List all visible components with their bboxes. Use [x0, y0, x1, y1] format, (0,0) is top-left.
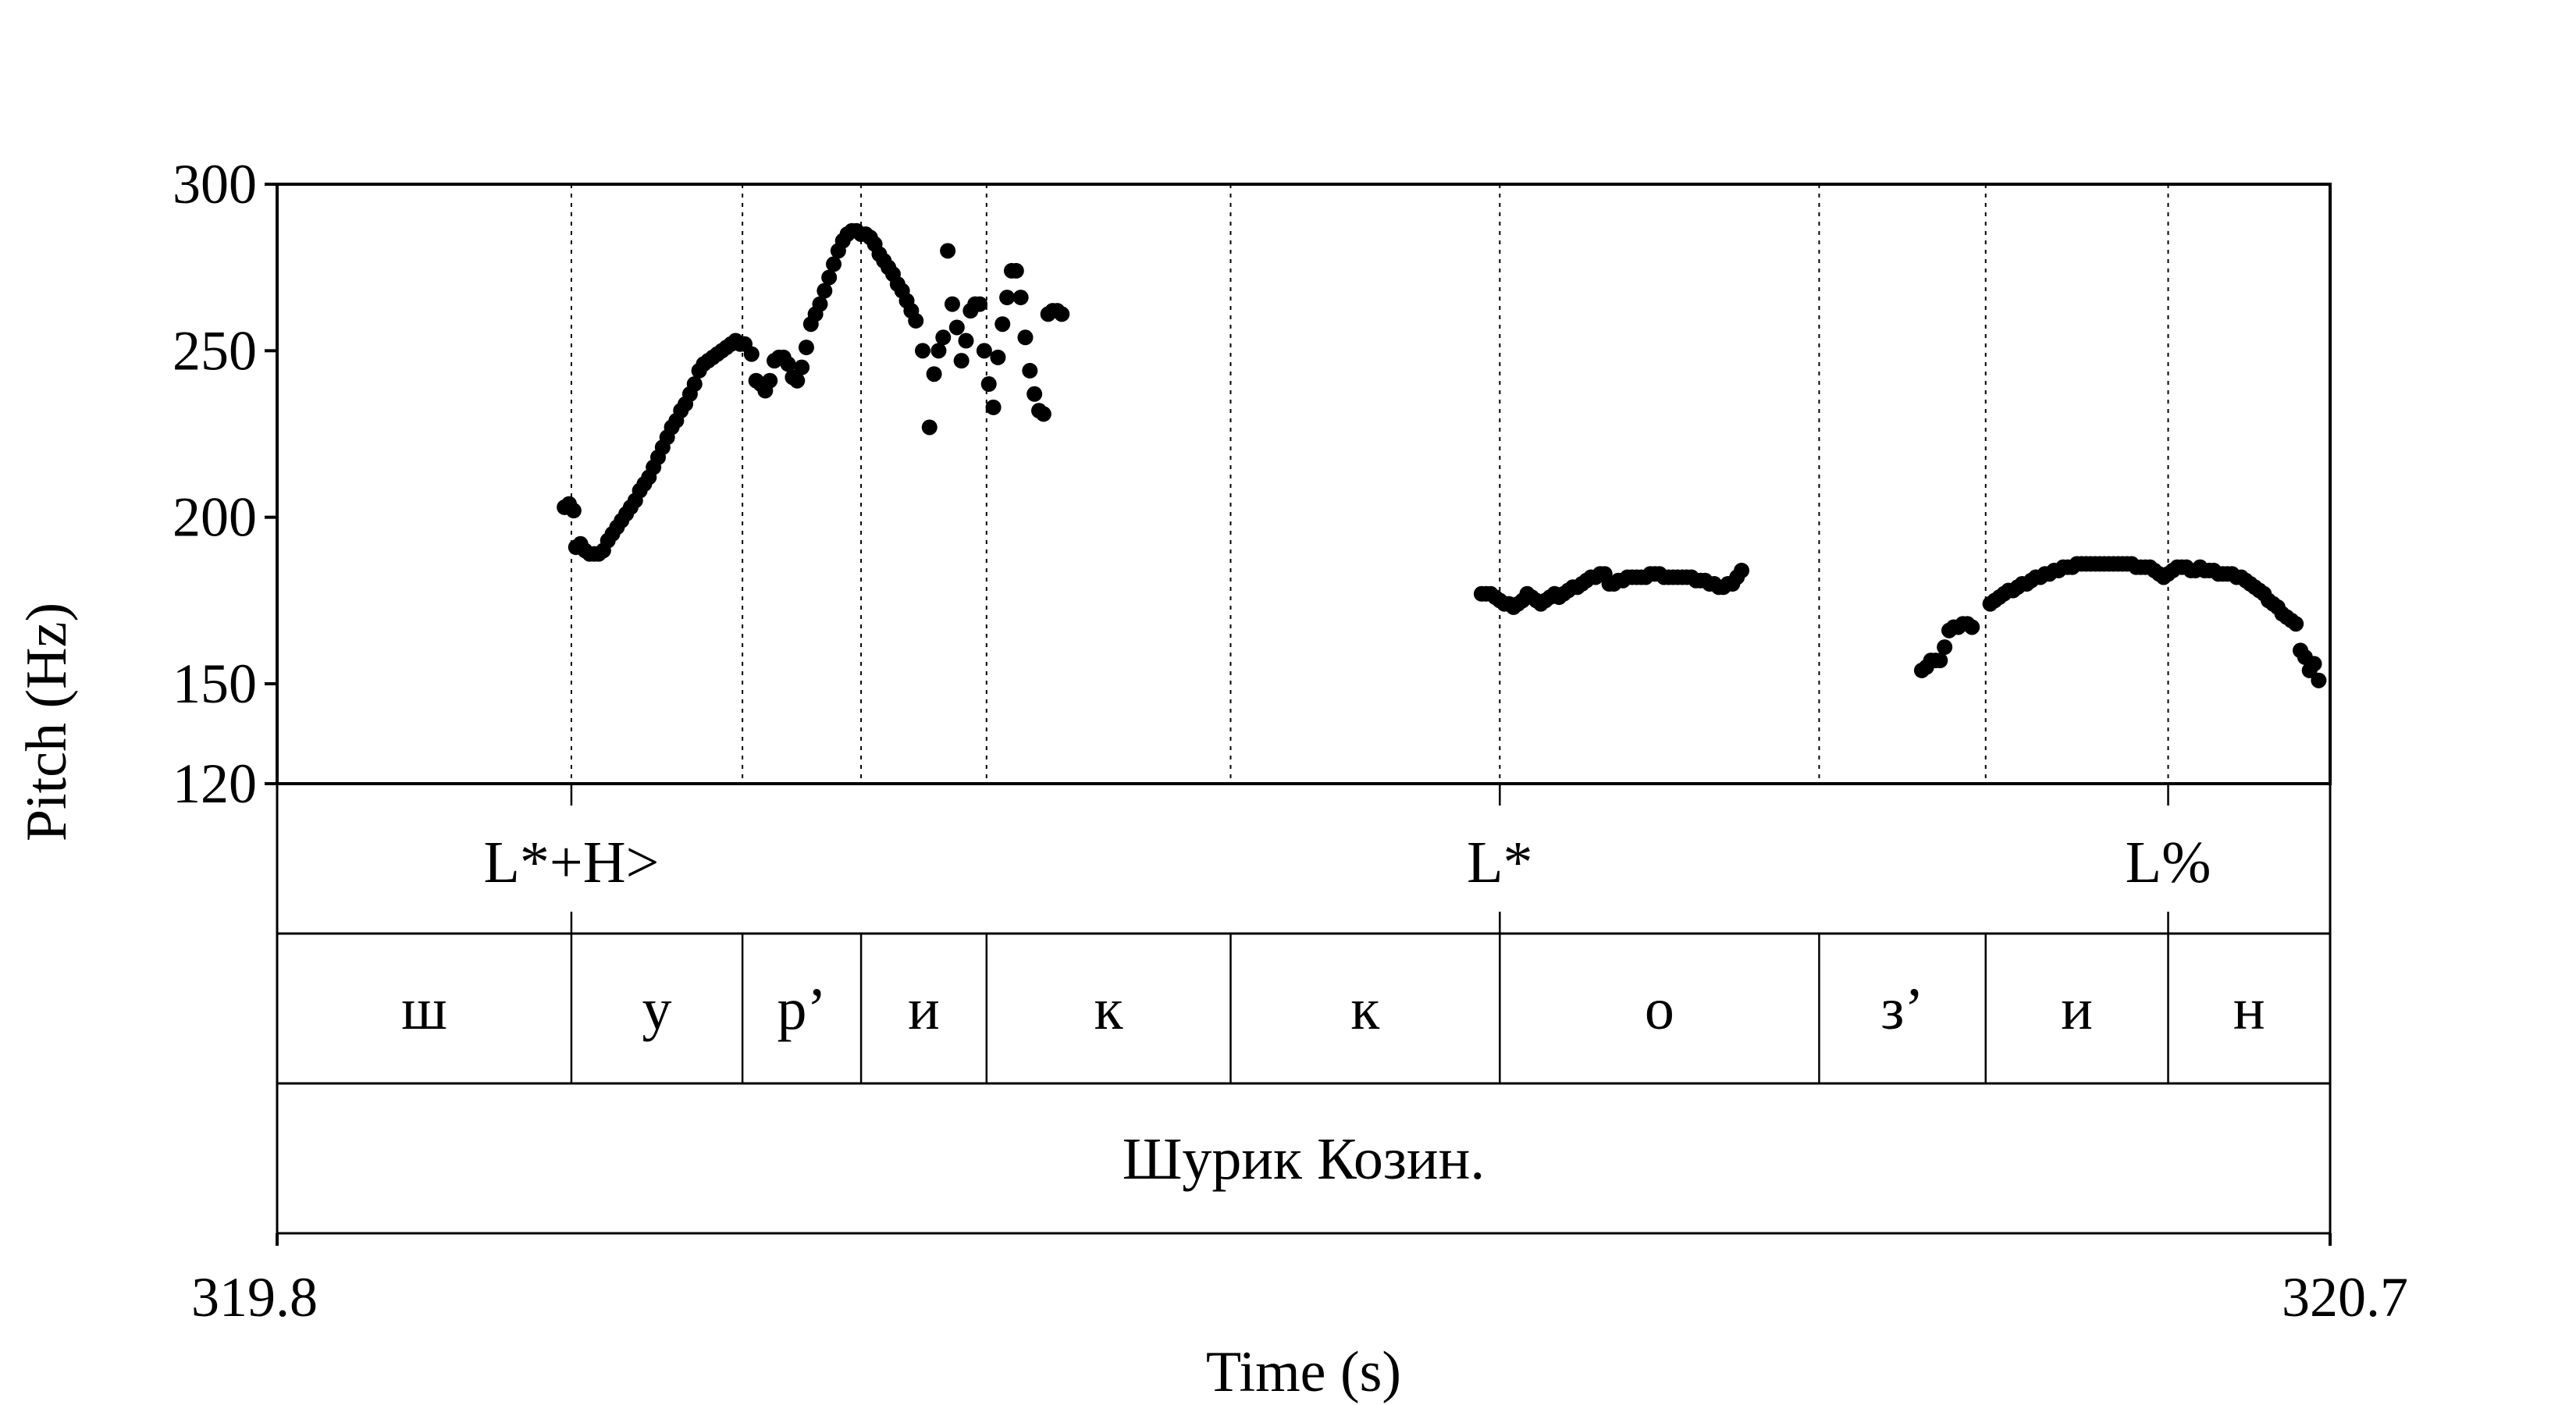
- y-tick-labels: 120 150 200 250 300: [173, 153, 277, 815]
- pitch-point: [780, 356, 796, 372]
- pitch-panel-frame: [276, 183, 2332, 785]
- pitch-point: [985, 399, 1002, 415]
- tone-labels: L*+H> L* L%: [483, 784, 2211, 934]
- segment-label: р’: [777, 976, 826, 1042]
- y-axis-label: Pitch (Hz): [15, 603, 79, 841]
- pitch-point: [1035, 406, 1051, 422]
- pitch-point: [2288, 616, 2304, 632]
- tone-tier: L*+H> L* L%: [277, 784, 2330, 935]
- segment-label: з’: [1880, 976, 1923, 1042]
- pitch-point: [921, 419, 938, 436]
- segment-label: и: [2061, 976, 2093, 1042]
- pitch-point: [1012, 290, 1029, 306]
- pitch-point: [926, 366, 942, 382]
- pitch-point: [1017, 329, 1034, 346]
- y-tick-label: 200: [173, 486, 257, 549]
- pitch-point: [990, 349, 1006, 365]
- sentence-tier: Шурик Козин.: [276, 784, 2332, 1235]
- segment-label: у: [642, 976, 672, 1042]
- pitch-point: [2311, 672, 2327, 688]
- pitch-point: [908, 312, 924, 329]
- segment-label: н: [2233, 976, 2265, 1042]
- pitch-point: [1734, 562, 1750, 578]
- pitch-point: [1932, 653, 1948, 669]
- pitch-point: [940, 243, 956, 259]
- pitch-point: [1964, 619, 1980, 635]
- pitch-point: [821, 269, 838, 286]
- pitch-point: [1008, 262, 1024, 279]
- segment-label: к: [1094, 976, 1123, 1042]
- x-axis: 319.8 320.7 Time (s): [191, 1233, 2408, 1404]
- pitch-point: [976, 343, 992, 359]
- pitch-point: [1937, 639, 1953, 656]
- segment-label: и: [908, 976, 940, 1042]
- segment-label: о: [1645, 976, 1674, 1042]
- pitch-point: [2306, 656, 2322, 672]
- y-tick-label: 250: [173, 319, 257, 382]
- y-tick-label: 300: [173, 153, 257, 215]
- pitch-point: [1022, 362, 1038, 379]
- y-axis: 120 150 200 250 300 Pitch (Hz): [15, 153, 277, 841]
- pitch-point: [935, 329, 952, 346]
- pitch-point: [930, 343, 947, 359]
- pitch-point: [944, 296, 960, 312]
- sentence-label: Шурик Козин.: [1123, 1126, 1485, 1192]
- pitch-points: [557, 222, 2327, 688]
- x-tick-label-end: 320.7: [2282, 1266, 2408, 1329]
- pitch-point: [958, 333, 974, 349]
- pitch-point: [972, 296, 988, 312]
- pitch-point: [686, 376, 703, 392]
- pitch-point: [948, 319, 965, 336]
- segment-boundaries: [570, 934, 2169, 1083]
- pitch-point: [953, 353, 970, 369]
- pitch-point: [762, 372, 778, 389]
- pitch-point: [743, 346, 760, 362]
- tone-label: L*+H>: [483, 830, 659, 895]
- pitch-point: [794, 359, 810, 375]
- segment-tier: ш у р’ и к к о з’ и н: [277, 934, 2330, 1085]
- pitch-point: [826, 256, 842, 272]
- segment-label: к: [1350, 976, 1379, 1042]
- tone-label: L*: [1467, 830, 1532, 895]
- pitch-point: [812, 296, 828, 312]
- boundary-lines: [570, 184, 2169, 784]
- pitch-point: [1054, 306, 1070, 322]
- y-tick-label: 150: [173, 653, 257, 715]
- pitch-point: [565, 503, 582, 519]
- pitch-point: [798, 340, 814, 356]
- pitch-point: [1026, 386, 1043, 402]
- segment-label: ш: [401, 976, 447, 1042]
- tone-label: L%: [2126, 830, 2211, 895]
- pitch-point: [789, 372, 806, 389]
- pitch-point: [980, 376, 997, 392]
- x-axis-label: Time (s): [1206, 1340, 1401, 1404]
- pitch-point: [994, 316, 1011, 333]
- y-tick-label: 120: [173, 752, 257, 815]
- pitch-point: [817, 283, 833, 299]
- x-tick-label-start: 319.8: [191, 1266, 318, 1329]
- pitch-panel: [276, 183, 2332, 785]
- pitch-point: [999, 290, 1016, 306]
- pitch-point: [914, 343, 930, 359]
- segment-labels: ш у р’ и к к о з’ и н: [401, 976, 2265, 1042]
